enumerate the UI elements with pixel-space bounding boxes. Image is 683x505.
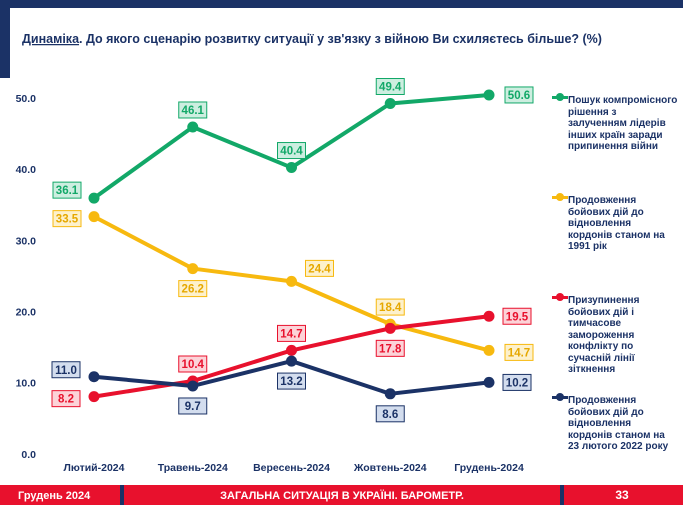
point	[384, 98, 396, 109]
label-box	[277, 142, 306, 160]
label-box	[502, 307, 532, 325]
point	[483, 310, 495, 322]
title-lead: Динаміка	[22, 32, 80, 46]
data-label: 13.2	[280, 376, 302, 388]
y-tick-label: 0.0	[21, 449, 36, 461]
point	[88, 192, 100, 204]
label-box	[178, 355, 208, 373]
data-label: 9.7	[185, 401, 201, 413]
data-label: 36.1	[56, 185, 79, 197]
point	[88, 391, 100, 403]
data-label: 10.4	[182, 359, 205, 371]
legend-swatch	[552, 393, 568, 401]
label-box	[504, 86, 534, 104]
point	[384, 388, 396, 400]
data-label: 50.6	[508, 90, 530, 102]
x-tick-label: Жовтень-2024	[353, 462, 427, 474]
label-box	[277, 324, 306, 342]
point	[286, 162, 297, 174]
data-label: 18.4	[379, 302, 402, 314]
point	[483, 344, 495, 356]
data-label: 8.6	[382, 409, 398, 421]
x-tick-label: Грудень-2024	[454, 462, 524, 474]
point	[384, 322, 396, 334]
point	[88, 211, 100, 223]
point	[483, 89, 495, 101]
data-label: 49.4	[379, 82, 402, 94]
y-tick-label: 50.0	[16, 93, 37, 105]
point	[187, 380, 199, 392]
data-label: 14.7	[280, 328, 302, 340]
point	[483, 376, 495, 388]
footer-left: Грудень 2024	[18, 490, 91, 502]
data-label: 40.4	[280, 146, 303, 158]
label-box	[375, 339, 405, 357]
point	[187, 121, 199, 133]
label-box	[502, 373, 532, 391]
legend-item: Продовження бойових дій до відновлення к…	[552, 193, 678, 253]
label-box	[305, 259, 334, 277]
point	[286, 275, 297, 287]
label-box	[178, 101, 208, 119]
x-tick-label: Лютий-2024	[64, 462, 125, 474]
footer-sep	[120, 485, 124, 505]
data-label: 19.5	[506, 311, 529, 323]
data-label: 33.5	[56, 214, 79, 226]
y-tick-label: 10.0	[16, 378, 37, 390]
label-box	[375, 78, 405, 95]
point	[286, 355, 297, 367]
x-tick-label: Травень-2024	[158, 462, 228, 474]
y-tick-label: 20.0	[16, 306, 37, 318]
data-label: 17.8	[379, 343, 402, 355]
page-number: 33	[615, 488, 629, 502]
legend-label: Продовження бойових дій до відновлення к…	[568, 195, 665, 252]
chart-title: Динаміка. До якого сценарію розвитку сит…	[22, 32, 602, 46]
label-box	[375, 298, 405, 316]
y-tick-label: 40.0	[16, 164, 37, 176]
legend-swatch	[552, 93, 568, 101]
label-box	[277, 372, 306, 390]
y-tick-label: 30.0	[16, 235, 37, 247]
data-label: 24.4	[308, 263, 331, 275]
label-box	[52, 210, 82, 228]
header-bar	[0, 0, 683, 8]
label-box	[51, 390, 81, 408]
point	[286, 344, 297, 356]
legend-item: Пошук компромісного рішення з залученням…	[552, 93, 678, 153]
legend-swatch	[552, 293, 568, 301]
legend-item: Продовження бойових дій до відновлення к…	[552, 393, 678, 453]
label-box	[178, 397, 208, 415]
header-side	[0, 0, 10, 78]
label-box	[375, 405, 405, 423]
label-box	[52, 181, 82, 199]
footer-bar	[0, 485, 683, 505]
footer-center: ЗАГАЛЬНА СИТУАЦІЯ В УКРАЇНІ. БАРОМЕТР.	[220, 489, 464, 502]
data-label: 46.1	[182, 105, 205, 117]
label-box	[51, 361, 81, 379]
point	[88, 371, 100, 383]
legend-label: Пошук компромісного рішення з залученням…	[568, 95, 678, 152]
legend-label: Призупинення бойових дій і тимчасове зам…	[568, 295, 640, 375]
data-label: 14.7	[508, 347, 530, 359]
label-box	[178, 280, 208, 298]
x-tick-label: Вересень-2024	[253, 462, 330, 474]
data-label: 11.0	[55, 365, 77, 377]
data-label: 26.2	[182, 284, 204, 296]
legend-swatch	[552, 193, 568, 201]
footer-sep	[560, 485, 564, 505]
data-label: 10.2	[506, 377, 528, 389]
title-text: . До якого сценарію розвитку ситуації у …	[79, 32, 602, 46]
label-box	[504, 343, 534, 361]
data-label: 8.2	[58, 394, 74, 406]
legend-label: Продовження бойових дій до відновлення к…	[568, 395, 669, 452]
point	[187, 263, 199, 275]
legend-item: Призупинення бойових дій і тимчасове зам…	[552, 293, 678, 376]
